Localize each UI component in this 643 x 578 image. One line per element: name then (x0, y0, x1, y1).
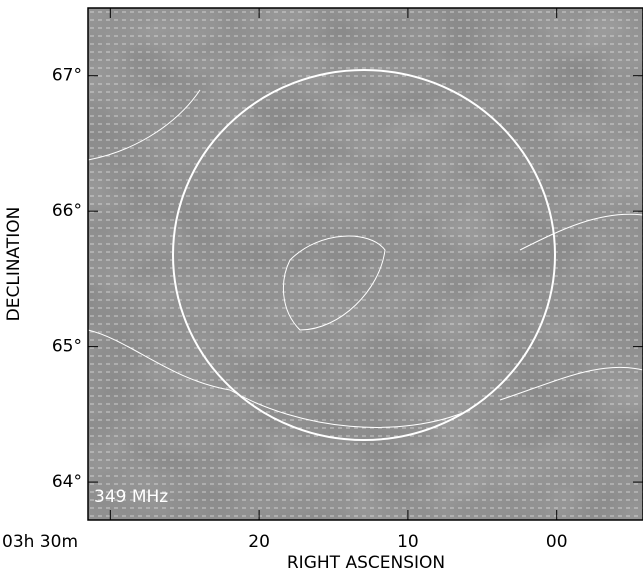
y-tick-label: 65° (52, 337, 82, 357)
x-tick-label: 00 (546, 532, 568, 552)
x-tick-label: 03h 30m (2, 532, 78, 552)
y-tick-label: 64° (52, 472, 82, 492)
annotation: 349 MHz (94, 487, 168, 507)
sky-image (88, 8, 643, 520)
x-tick-label: 10 (397, 532, 419, 552)
y-tick-label: 66° (52, 201, 82, 221)
frame (87, 7, 643, 521)
x-tick-label: 20 (248, 532, 270, 552)
y-axis-label: DECLINATION (4, 207, 24, 322)
y-tick-label: 67° (52, 66, 82, 86)
x-axis-label: RIGHT ASCENSION (287, 553, 445, 573)
